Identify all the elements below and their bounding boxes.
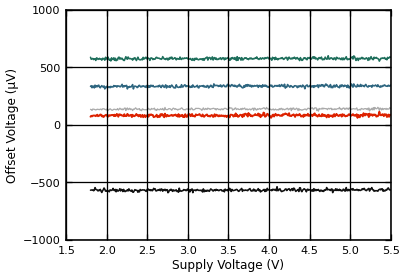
Y-axis label: Offset Voltage (μV): Offset Voltage (μV) (6, 68, 19, 183)
X-axis label: Supply Voltage (V): Supply Voltage (V) (172, 259, 285, 272)
